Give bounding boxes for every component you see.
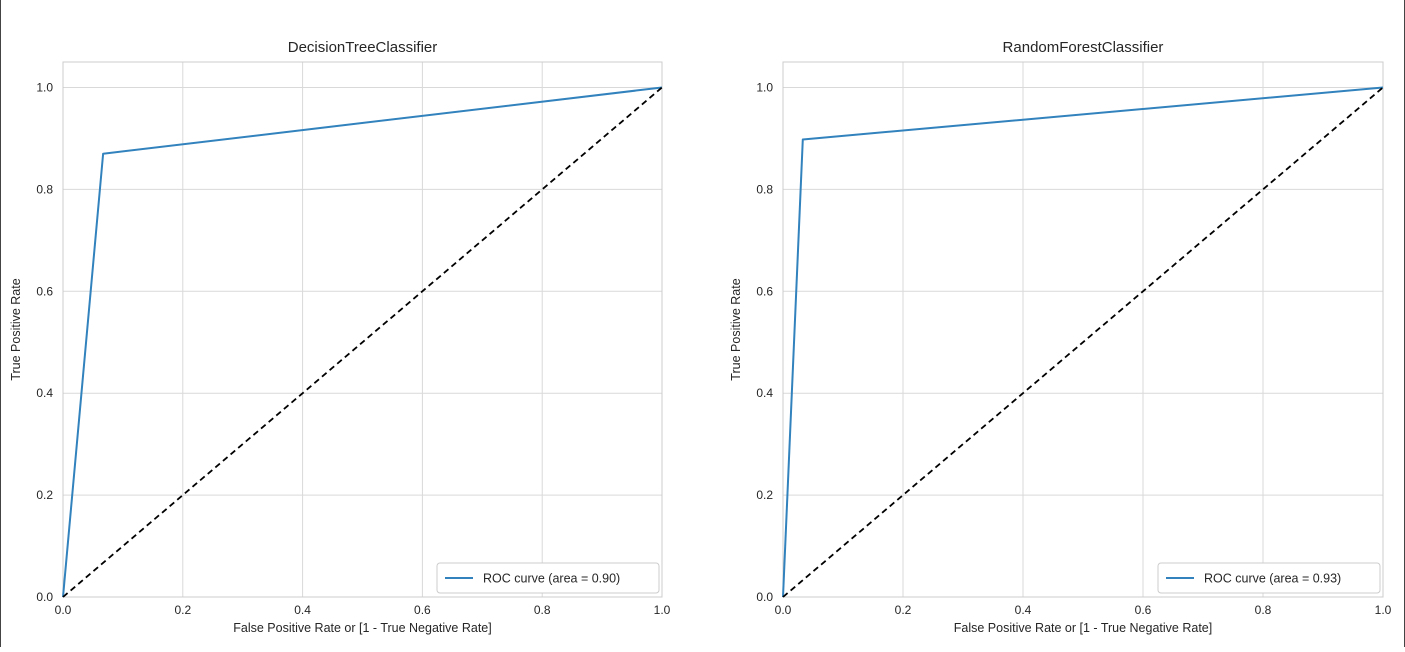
chart-title: RandomForestClassifier	[1003, 39, 1164, 56]
plot-frame	[62, 61, 663, 598]
y-tick-label: 0.0	[756, 590, 773, 604]
legend: ROC curve (area = 0.93)	[1157, 562, 1381, 594]
x-axis-label: False Positive Rate or [1 - True Negativ…	[233, 621, 491, 635]
x-tick-label: 0.4	[294, 603, 311, 617]
x-tick-label: 0.6	[414, 603, 431, 617]
y-tick-label: 0.0	[36, 590, 53, 604]
chart-panel-2: 0.0 0.2 0.4 0.6 0.8 1.0 0.0 0.2 0.4 0.6 0.8 1.0 Rand…	[729, 39, 1392, 635]
x-tick-label: 1.0	[1375, 603, 1392, 617]
x-tick-label: 0.4	[1015, 603, 1032, 617]
x-tick-label: 1.0	[654, 603, 671, 617]
chance-diagonal-line	[782, 86, 1384, 598]
legend-box	[436, 562, 660, 594]
legend-label: ROC curve (area = 0.90)	[483, 572, 620, 586]
y-tick-label: 0.2	[756, 488, 773, 502]
y-tick-label: 0.8	[36, 182, 53, 196]
x-tick-label: 0.0	[775, 603, 792, 617]
chart-panel-1: 0.0 0.2 0.4 0.6 0.8 1.0 0.0 0.2 0.4 0.6 0.8 1.0 Deci…	[9, 39, 671, 635]
roc-curve-line	[62, 86, 663, 598]
x-tick-label: 0.6	[1135, 603, 1152, 617]
legend-label: ROC curve (area = 0.93)	[1204, 572, 1341, 586]
y-tick-label: 0.6	[756, 284, 773, 298]
y-tick-label: 0.4	[756, 386, 773, 400]
x-tick-label: 0.8	[534, 603, 551, 617]
y-axis-label: True Positive Rate	[9, 278, 23, 380]
plot-frame	[782, 61, 1384, 598]
x-tick-label: 0.2	[174, 603, 191, 617]
x-axis-label: False Positive Rate or [1 - True Negativ…	[954, 621, 1212, 635]
y-tick-label: 1.0	[36, 80, 53, 94]
chart-title: DecisionTreeClassifier	[288, 39, 438, 56]
y-tick-label: 0.4	[36, 386, 53, 400]
roc-curve-line	[782, 86, 1384, 598]
x-tick-label: 0.2	[895, 603, 912, 617]
y-tick-label: 0.2	[36, 488, 53, 502]
x-tick-label: 0.8	[1255, 603, 1272, 617]
y-tick-label: 0.8	[756, 182, 773, 196]
legend-box	[1157, 562, 1381, 594]
y-tick-label: 0.6	[36, 284, 53, 298]
y-tick-label: 1.0	[756, 80, 773, 94]
chance-diagonal-line	[62, 86, 663, 598]
x-tick-label: 0.0	[55, 603, 72, 617]
legend: ROC curve (area = 0.90)	[436, 562, 660, 594]
y-axis-label: True Positive Rate	[729, 278, 743, 380]
